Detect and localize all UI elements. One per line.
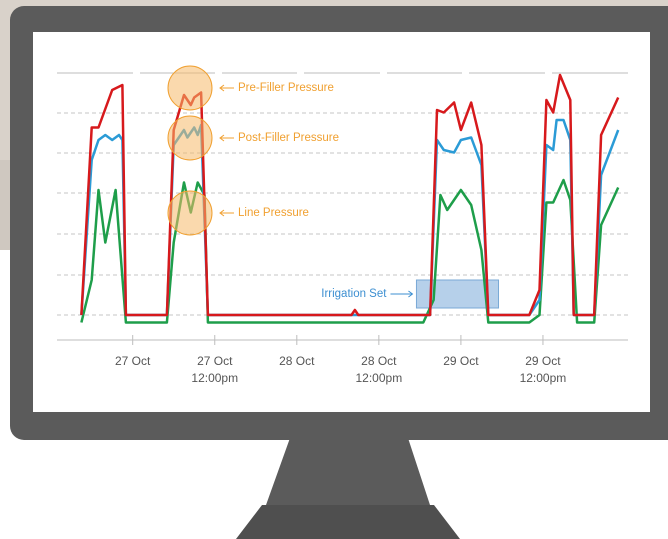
series-label: Line Pressure	[238, 207, 309, 219]
series-label: Post-Filler Pressure	[238, 132, 339, 144]
x-tick-label: 28 Oct 12:00pm	[334, 353, 424, 387]
x-tick-label: 27 Oct 12:00pm	[170, 353, 260, 387]
highlight-circle	[168, 66, 212, 110]
monitor-neck	[266, 438, 430, 505]
x-tick-label: 29 Oct	[416, 353, 506, 370]
illustration: Irrigation Set Pre-Filler Pressure Post-Fi…	[0, 0, 668, 539]
series-label: Pre-Filler Pressure	[238, 82, 334, 94]
monitor-base	[236, 505, 460, 539]
highlight-circle	[168, 191, 212, 235]
x-tick-label: 29 Oct 12:00pm	[498, 353, 588, 387]
irrigation-label: Irrigation Set	[321, 288, 387, 300]
x-tick-label: 27 Oct	[88, 353, 178, 370]
x-tick-label: 28 Oct	[252, 353, 342, 370]
page: {"chart_data": {"type": "line", "xlim": …	[0, 0, 668, 539]
highlight-circle	[168, 116, 212, 160]
